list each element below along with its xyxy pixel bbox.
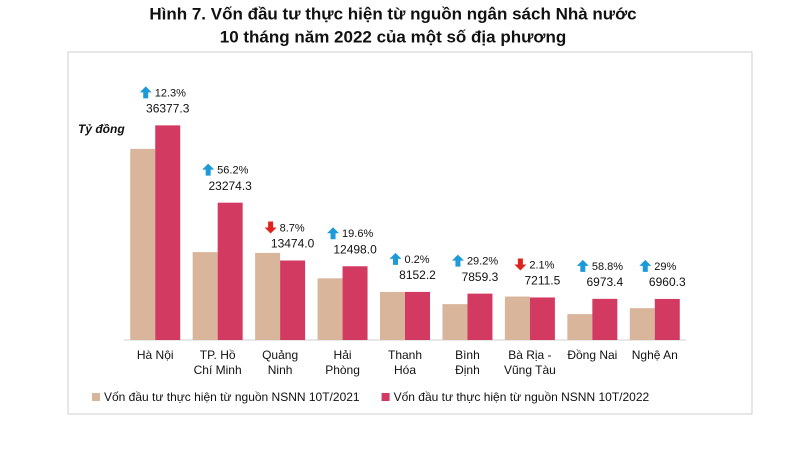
bar xyxy=(317,278,343,340)
bar xyxy=(130,148,156,340)
change-label: 29.2% xyxy=(467,256,498,268)
change-label: 8.7% xyxy=(280,222,305,234)
bar xyxy=(342,266,368,340)
change-arrow xyxy=(389,252,402,265)
x-tick-label: Phòng xyxy=(325,363,360,377)
x-tick-label: Định xyxy=(455,363,480,377)
bar xyxy=(280,260,306,340)
bar xyxy=(217,202,243,340)
data-label: 36377.3 xyxy=(146,102,190,116)
legend-label: Vốn đầu tư thực hiện từ nguồn NSNN 10T/2… xyxy=(394,390,650,404)
change-arrow xyxy=(264,221,277,234)
x-tick-label: Hóa xyxy=(394,363,416,377)
bar xyxy=(192,252,218,340)
x-tick-label: Đồng Nai xyxy=(567,348,617,362)
change-label: 29% xyxy=(654,261,676,273)
change-label: 56.2% xyxy=(217,165,248,177)
chart-title: 10 tháng năm 2022 của một số địa phương xyxy=(220,27,567,46)
bar xyxy=(567,314,593,340)
data-label: 6973.4 xyxy=(586,275,623,289)
chart-frame xyxy=(67,51,753,415)
bar xyxy=(504,296,530,340)
bar xyxy=(629,308,655,340)
change-arrow xyxy=(639,259,652,272)
change-arrow xyxy=(514,258,527,271)
bar xyxy=(592,298,618,340)
change-label: 0.2% xyxy=(405,254,430,266)
x-tick-label: Ninh xyxy=(268,363,293,377)
bar xyxy=(529,297,555,340)
change-arrow xyxy=(327,227,340,240)
change-label: 58.8% xyxy=(592,261,623,273)
x-tick-label: Hà Nội xyxy=(137,348,174,362)
x-tick-label: Vũng Tàu xyxy=(504,363,556,377)
x-tick-label: Thanh xyxy=(388,348,422,362)
change-arrow xyxy=(576,259,589,272)
data-label: 7859.3 xyxy=(462,270,499,284)
data-label: 8152.2 xyxy=(399,268,436,282)
bar xyxy=(380,291,405,340)
x-tick-label: Bình xyxy=(455,348,480,362)
x-tick-label: Bà Rịa - xyxy=(508,348,551,362)
bar xyxy=(405,291,430,340)
y-axis-label: Tỷ đồng xyxy=(78,122,125,136)
legend-swatch xyxy=(92,393,100,401)
x-tick-label: Nghệ An xyxy=(632,348,678,362)
legend-label: Vốn đầu tư thực hiện từ nguồn NSNN 10T/2… xyxy=(104,390,360,404)
data-label: 6960.3 xyxy=(649,275,686,289)
x-tick-label: Hải xyxy=(334,348,352,362)
x-tick-label: Quảng xyxy=(262,348,298,362)
bar xyxy=(442,304,468,340)
bar xyxy=(654,298,680,340)
bar xyxy=(155,125,181,340)
change-label: 12.3% xyxy=(155,87,186,99)
data-label: 13474.0 xyxy=(271,237,315,251)
change-arrow xyxy=(202,163,215,176)
bar xyxy=(255,252,281,340)
x-tick-label: Chí Minh xyxy=(194,363,242,377)
change-label: 2.1% xyxy=(529,259,554,271)
x-tick-label: TP. Hồ xyxy=(200,348,236,362)
data-label: 12498.0 xyxy=(333,242,377,256)
change-arrow xyxy=(139,86,152,99)
change-label: 19.6% xyxy=(342,228,373,240)
chart-title: Hình 7. Vốn đầu tư thực hiện từ nguồn ng… xyxy=(149,4,636,23)
bar xyxy=(467,293,493,340)
data-label: 7211.5 xyxy=(524,274,560,288)
change-arrow xyxy=(451,254,464,267)
legend-swatch xyxy=(381,393,390,401)
data-label: 23274.3 xyxy=(208,179,252,193)
